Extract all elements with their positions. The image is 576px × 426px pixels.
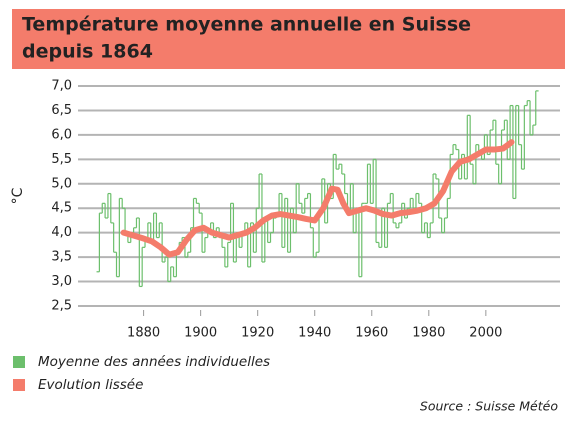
x-tick-label: 1920 (241, 326, 274, 341)
legend-label: Moyenne des années individuelles (38, 354, 270, 370)
y-tick-label: 3,5 (51, 250, 72, 265)
chart-title: Température moyenne annuelle en Suisse (22, 14, 471, 36)
y-tick-label: 5,5 (51, 152, 72, 167)
title-box (12, 9, 565, 69)
x-tick-label: 1900 (184, 326, 217, 341)
smoothed-line (120, 139, 515, 258)
y-tick-label: 2,5 (51, 299, 72, 314)
source: Source : Suisse Météo (420, 399, 558, 414)
legend-swatch (13, 356, 25, 368)
x-tick-label: 2000 (469, 326, 502, 341)
x-tick-label: 1940 (298, 326, 331, 341)
y-tick-label: 5,0 (51, 176, 72, 191)
chart-title: depuis 1864 (22, 41, 153, 63)
x-tick-label: 1960 (355, 326, 388, 341)
legend-label: Evolution lissée (38, 377, 143, 393)
y-tick-label: 7,0 (51, 79, 72, 94)
x-tick-label: 1880 (127, 326, 160, 341)
y-tick-label: 3,0 (51, 274, 72, 289)
legend-swatch (13, 379, 25, 391)
y-tick-label: 4,5 (51, 201, 72, 216)
y-tick-label: 6,5 (51, 103, 72, 118)
y-tick-label: 4,0 (51, 225, 72, 240)
y-axis-label: °C (10, 187, 26, 204)
x-tick-label: 1980 (412, 326, 445, 341)
y-tick-label: 6,0 (51, 127, 72, 142)
